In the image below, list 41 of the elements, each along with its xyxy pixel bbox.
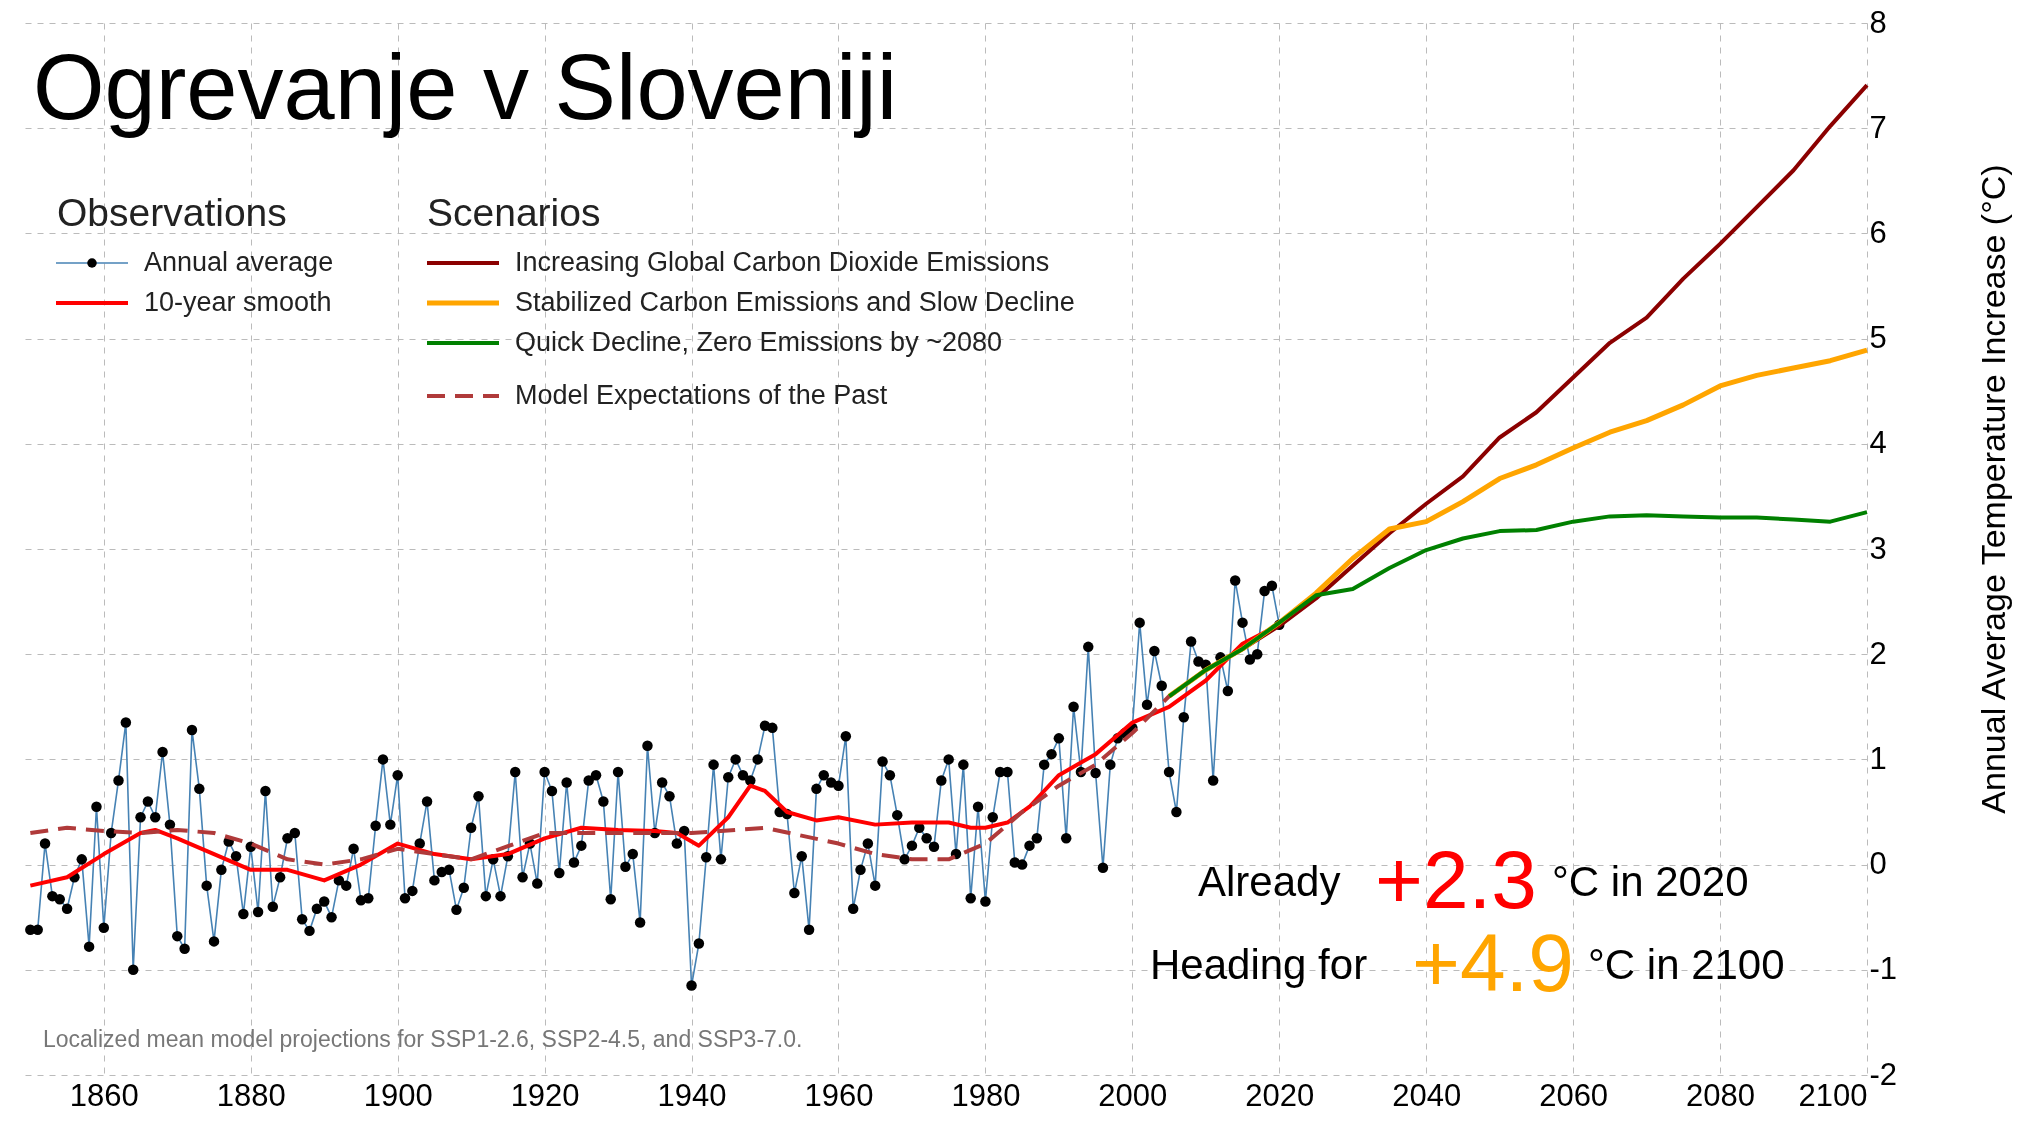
x-tick-label: 1920 xyxy=(510,1077,580,1113)
annotation: Heading for xyxy=(1150,941,1368,988)
y-tick-label: 1 xyxy=(1869,740,1887,776)
annotation: Localized mean model projections for SSP1-2.6, SSP2-4.5, and SSP3-7.0. xyxy=(43,1026,803,1052)
y-tick-label: 4 xyxy=(1869,425,1887,461)
x-tick-label: 2020 xyxy=(1245,1077,1315,1113)
annotation: °C in 2100 xyxy=(1588,941,1785,988)
annotation: °C in 2020 xyxy=(1552,858,1749,905)
y-axis-title: Annual Average Temperature Increase (°C) xyxy=(1974,164,2012,814)
y-tick-label: 5 xyxy=(1869,320,1887,356)
y-tick-label: -1 xyxy=(1869,951,1898,987)
x-tick-label: 1880 xyxy=(216,1077,286,1113)
legend-label: Annual average xyxy=(144,247,334,277)
y-tick-label: 0 xyxy=(1869,846,1887,882)
y-tick-label: -2 xyxy=(1869,1056,1898,1092)
x-tick-label: 1900 xyxy=(363,1077,433,1113)
x-tick-label: 1940 xyxy=(657,1077,727,1113)
y-tick-label: 7 xyxy=(1869,109,1887,145)
x-tick-label: 2080 xyxy=(1686,1077,1756,1113)
annotation: Scenarios xyxy=(427,191,601,234)
y-tick-label: 2 xyxy=(1869,635,1887,671)
x-tick-label: 2060 xyxy=(1539,1077,1609,1113)
annotation: Observations xyxy=(57,191,287,234)
x-tick-label: 2100 xyxy=(1798,1077,1868,1113)
x-tick-label: 1980 xyxy=(951,1077,1021,1113)
x-tick-label: 2040 xyxy=(1392,1077,1462,1113)
legend-label: Stabilized Carbon Emissions and Slow Decline xyxy=(515,287,1075,317)
x-tick-label: 1960 xyxy=(804,1077,874,1113)
annotation: Already xyxy=(1198,858,1341,905)
legend-label: 10-year smooth xyxy=(144,287,332,317)
line-series xyxy=(1167,510,1869,699)
legend-label: Quick Decline, Zero Emissions by ~2080 xyxy=(515,327,1002,357)
legend-label: Increasing Global Carbon Dioxide Emissions xyxy=(515,247,1050,277)
x-tick-label: 2000 xyxy=(1098,1077,1168,1113)
y-tick-label: 3 xyxy=(1869,530,1887,566)
legend-label: Model Expectations of the Past xyxy=(515,380,888,410)
y-tick-label: 8 xyxy=(1869,4,1887,40)
x-tick-label: 1860 xyxy=(69,1077,139,1113)
line-series xyxy=(28,694,1172,867)
y-tick-label: 6 xyxy=(1869,214,1887,250)
chart-title: Ogrevanje v Sloveniji xyxy=(33,36,898,138)
